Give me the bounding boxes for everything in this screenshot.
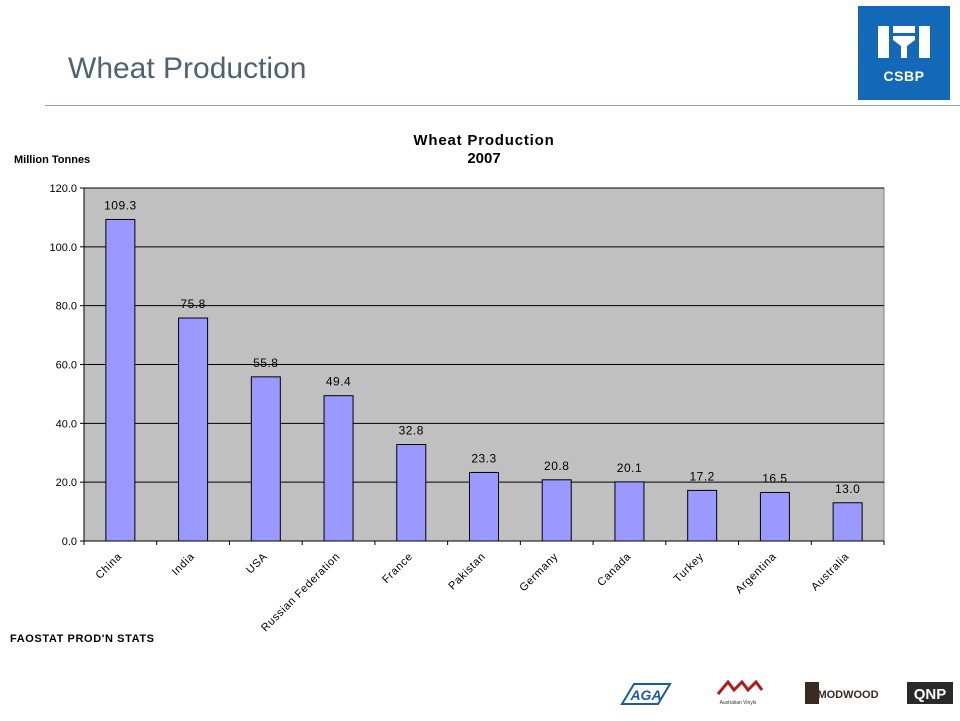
bar-usa bbox=[250, 376, 281, 542]
bar-australia bbox=[832, 502, 863, 542]
data-label: 16.5 bbox=[762, 471, 787, 485]
data-label: 109.3 bbox=[104, 198, 137, 212]
data-label: 17.2 bbox=[690, 469, 715, 483]
title-divider bbox=[45, 105, 960, 106]
bar-pakistan bbox=[469, 471, 499, 542]
bar-argentina bbox=[759, 491, 790, 542]
modwood-text: MODWOOD bbox=[817, 689, 878, 701]
qnp-logo: QNP bbox=[907, 682, 953, 704]
x-tick-label: China bbox=[94, 550, 125, 581]
data-label: 55.8 bbox=[253, 356, 278, 370]
chart-subtitle: 2007 bbox=[467, 150, 500, 167]
x-tick-label: Canada bbox=[595, 550, 633, 588]
aga-logo-text: AGA bbox=[629, 687, 661, 703]
csbp-logo-icon bbox=[878, 26, 930, 58]
australian-vinyls-logo: Australian Vinyls bbox=[716, 679, 764, 706]
x-tick-label: Russian Federation bbox=[259, 551, 343, 635]
data-label: 13.0 bbox=[835, 482, 860, 496]
qnp-text: QNP bbox=[914, 686, 947, 703]
x-tick-label: USA bbox=[244, 551, 270, 577]
x-tick-label: Turkey bbox=[672, 551, 707, 586]
data-label: 20.1 bbox=[617, 461, 642, 475]
sponsor-logos: AGA Australian Vinyls MODWOOD QNP bbox=[620, 679, 953, 706]
y-tick-label: 0.0 bbox=[62, 536, 77, 548]
bar-russian-federation bbox=[323, 395, 354, 542]
bar-france bbox=[396, 444, 427, 542]
x-tick-label: Germany bbox=[517, 551, 560, 594]
data-label: 75.8 bbox=[180, 297, 205, 311]
source-note: FAOSTAT PROD'N STATS bbox=[10, 633, 155, 645]
data-label: 20.8 bbox=[544, 459, 569, 473]
y-tick-label: 80.0 bbox=[56, 301, 77, 313]
bar-china bbox=[105, 218, 136, 542]
footer-logos: AGA Australian Vinyls MODWOOD QNP bbox=[600, 676, 960, 716]
chart-title: Wheat Production bbox=[413, 132, 554, 149]
data-label: 23.3 bbox=[471, 451, 496, 465]
x-tick-label: Pakistan bbox=[446, 551, 488, 593]
y-tick-label: 100.0 bbox=[49, 242, 77, 254]
x-tick-label: Argentina bbox=[733, 550, 779, 596]
y-tick-label: 60.0 bbox=[56, 360, 77, 372]
x-tick-label: India bbox=[170, 550, 198, 578]
australian-vinyls-text: Australian Vinyls bbox=[720, 700, 757, 706]
data-label: 49.4 bbox=[326, 375, 351, 389]
y-tick-label: 40.0 bbox=[56, 418, 77, 430]
slide-title: Wheat Production bbox=[68, 52, 307, 85]
bar-germany bbox=[541, 479, 572, 542]
wheat-production-chart: Wheat Production 2007 Million Tonnes 0.0… bbox=[14, 132, 885, 635]
y-axis-label: Million Tonnes bbox=[14, 154, 90, 166]
bar-canada bbox=[614, 481, 645, 542]
csbp-logo: CSBP bbox=[858, 6, 950, 100]
modwood-logo: MODWOOD bbox=[805, 682, 879, 704]
y-tick-label: 120.0 bbox=[49, 183, 77, 195]
aga-logo: AGA bbox=[620, 683, 672, 705]
y-tick-label: 20.0 bbox=[56, 477, 77, 489]
bar-india bbox=[178, 317, 209, 542]
csbp-logo-text: CSBP bbox=[883, 68, 925, 84]
x-tick-label: Australia bbox=[809, 550, 852, 593]
data-label: 32.8 bbox=[399, 424, 424, 438]
bar-turkey bbox=[687, 489, 718, 542]
x-tick-label: France bbox=[380, 551, 415, 586]
